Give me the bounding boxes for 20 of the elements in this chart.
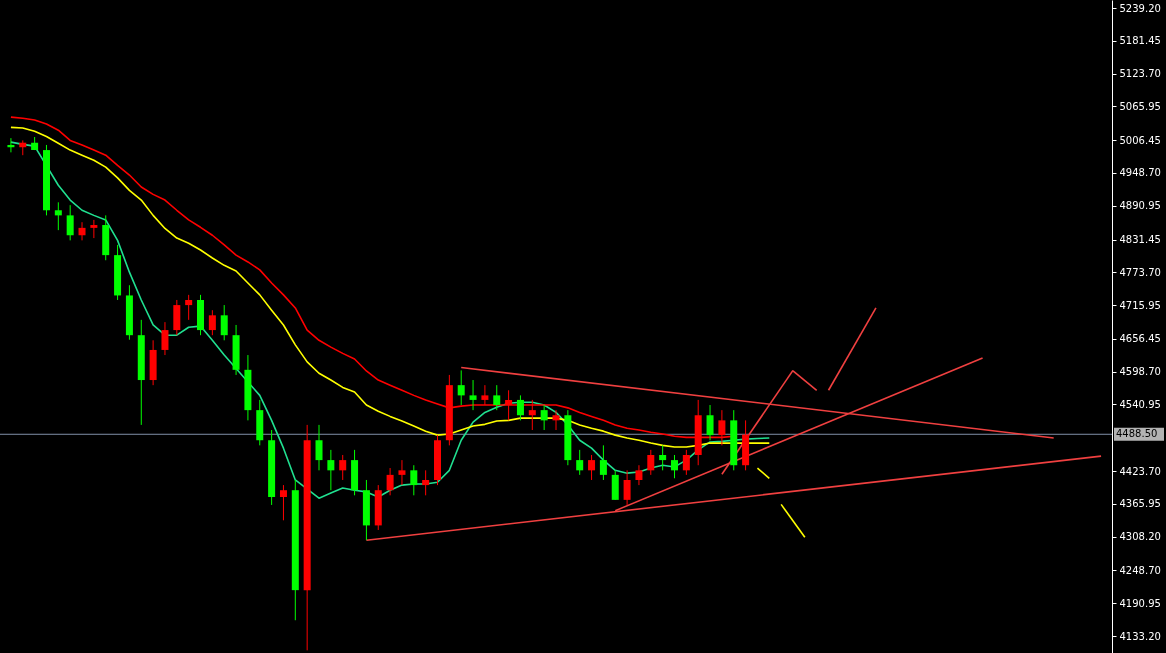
y-tick-label: 5065.95 — [1119, 100, 1161, 112]
y-tick-label: 4423.70 — [1119, 465, 1161, 477]
y-tick-label: 4365.95 — [1119, 498, 1161, 510]
ref-line-label: 4488.50 — [1116, 428, 1158, 440]
y-tick-label: 4715.95 — [1119, 299, 1161, 311]
y-tick-label: 5123.70 — [1119, 68, 1161, 80]
y-tick-label: 4598.70 — [1119, 366, 1161, 378]
y-tick-label: 4656.45 — [1119, 333, 1161, 345]
y-tick-label: 5006.45 — [1119, 134, 1161, 146]
y-tick-label: 4308.20 — [1119, 531, 1161, 543]
y-tick-label: 4773.70 — [1119, 266, 1161, 278]
y-tick-label: 4831.45 — [1119, 234, 1161, 246]
y-tick-label: 4890.95 — [1119, 200, 1161, 212]
y-tick-label: 5181.45 — [1119, 35, 1161, 47]
y-tick-label: 4540.95 — [1119, 398, 1161, 410]
y-tick-label: 4248.70 — [1119, 564, 1161, 576]
y-tick-label: 5239.20 — [1119, 2, 1161, 14]
y-tick-label: 4133.20 — [1119, 630, 1161, 642]
y-tick-label: 4190.95 — [1119, 597, 1161, 609]
y-tick-label: 4948.70 — [1119, 167, 1161, 179]
